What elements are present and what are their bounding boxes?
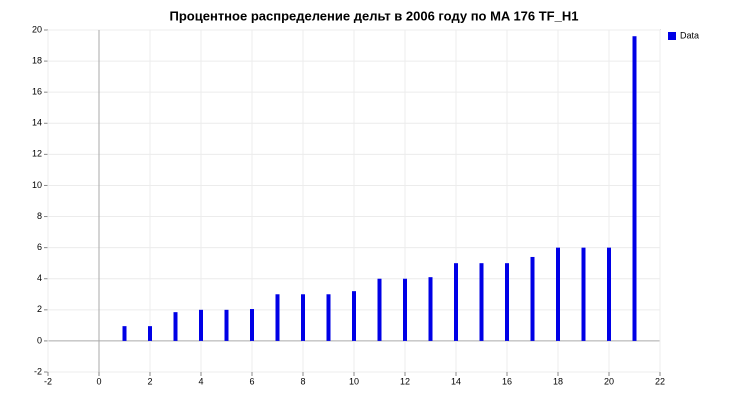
x-tick-label: 4 — [198, 376, 203, 386]
y-tick-label: 14 — [32, 118, 42, 128]
x-tick-label: 18 — [553, 376, 563, 386]
x-tick-label: -2 — [44, 376, 52, 386]
bar — [326, 294, 331, 341]
y-tick-label: 16 — [32, 87, 42, 97]
bar — [607, 247, 611, 341]
y-tick-label: 0 — [37, 335, 42, 345]
x-tick-label: 0 — [96, 376, 101, 386]
x-tick-label: 16 — [502, 376, 512, 386]
chart-title: Процентное распределение дельт в 2006 го… — [170, 8, 579, 23]
y-tick-label: 18 — [32, 55, 42, 65]
x-tick-label: 8 — [300, 376, 305, 386]
y-tick-label: 12 — [32, 149, 42, 159]
bar — [428, 277, 433, 341]
bar — [199, 309, 203, 341]
bar — [581, 247, 586, 341]
bar — [275, 294, 280, 341]
x-tick-label: 2 — [147, 376, 152, 386]
bar — [377, 278, 382, 341]
bar — [479, 263, 484, 341]
bar — [173, 312, 178, 341]
bar — [352, 291, 356, 341]
y-tick-label: 20 — [32, 24, 42, 34]
bar — [403, 278, 407, 341]
x-tick-label: 22 — [655, 376, 665, 386]
bar — [224, 309, 229, 341]
y-tick-label: 2 — [37, 304, 42, 314]
bar — [250, 309, 254, 341]
bar — [122, 326, 127, 341]
y-tick-label: 4 — [37, 273, 42, 283]
x-tick-label: 12 — [400, 376, 410, 386]
y-tick-label: -2 — [34, 366, 42, 376]
legend-label: Data — [680, 30, 699, 40]
x-tick-label: 20 — [604, 376, 614, 386]
legend-swatch — [668, 32, 676, 40]
y-tick-label: 10 — [32, 180, 42, 190]
bar — [556, 247, 560, 341]
bar — [148, 326, 152, 341]
bar — [454, 263, 458, 341]
y-tick-label: 8 — [37, 211, 42, 221]
x-tick-label: 14 — [451, 376, 461, 386]
x-tick-label: 6 — [249, 376, 254, 386]
bar — [301, 294, 305, 341]
bar — [505, 263, 509, 341]
bar — [530, 256, 535, 341]
x-tick-label: 10 — [349, 376, 359, 386]
y-tick-label: 6 — [37, 242, 42, 252]
bar — [632, 36, 637, 341]
